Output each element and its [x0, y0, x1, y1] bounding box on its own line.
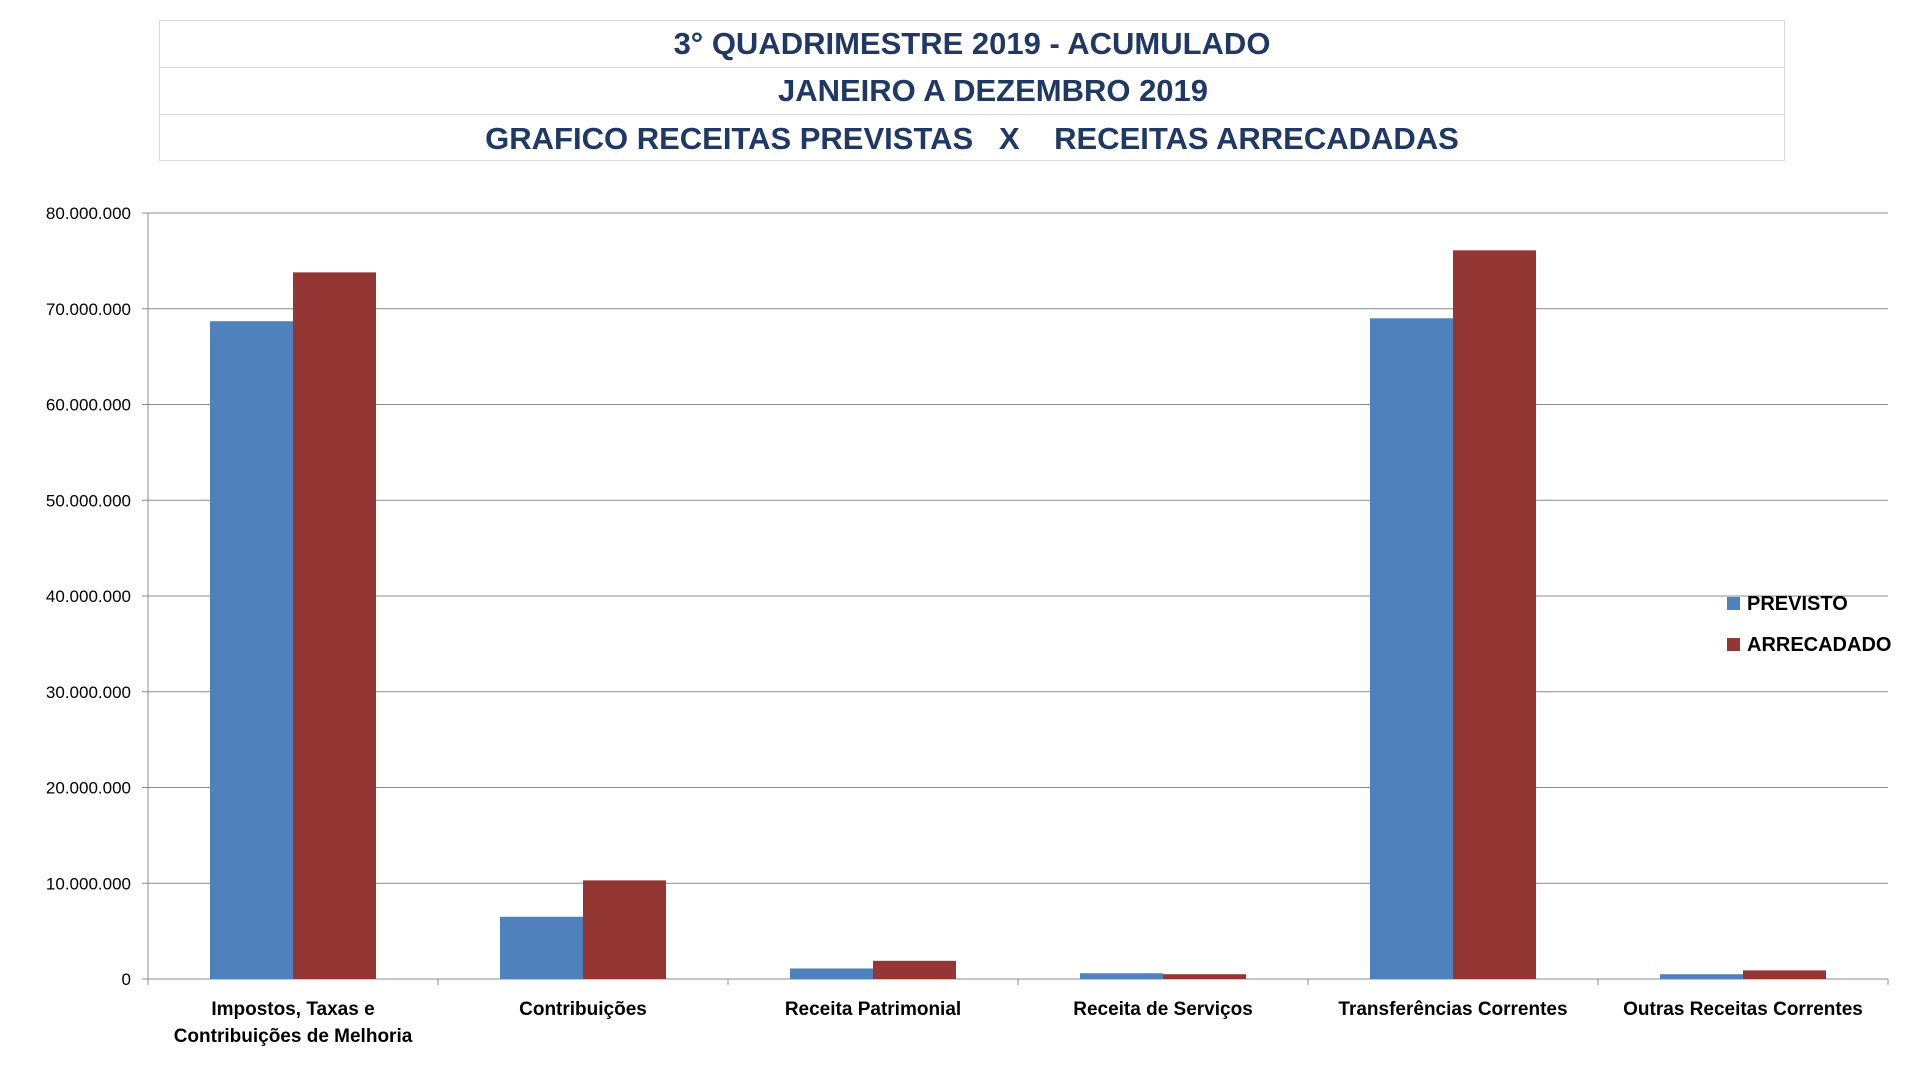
bar-previsto-2 — [790, 968, 873, 979]
title-line-3: GRAFICO RECEITAS PREVISTAS X RECEITAS AR… — [160, 115, 1784, 162]
legend-label-arrecadado: ARRECADADO — [1747, 634, 1891, 656]
title-text-1: 3° QUADRIMESTRE 2019 - ACUMULADO — [673, 26, 1271, 61]
bar-arrecadado-4 — [1453, 250, 1536, 979]
title-text-3: GRAFICO RECEITAS PREVISTAS X RECEITAS AR… — [485, 120, 1459, 156]
bar-arrecadado-3 — [1163, 974, 1246, 979]
bar-arrecadado-5 — [1743, 970, 1826, 979]
y-tick-label: 0 — [122, 970, 131, 989]
bar-previsto-5 — [1660, 974, 1743, 979]
legend-swatch-previsto — [1727, 597, 1740, 610]
bar-previsto-0 — [210, 321, 293, 979]
legend-swatch-arrecadado — [1727, 638, 1740, 651]
bar-previsto-4 — [1370, 318, 1453, 979]
y-tick-label: 60.000.000 — [46, 396, 131, 415]
y-tick-label: 20.000.000 — [46, 779, 131, 798]
y-tick-label: 50.000.000 — [46, 491, 131, 510]
title-line-1: 3° QUADRIMESTRE 2019 - ACUMULADO — [160, 21, 1784, 68]
title-box: 3° QUADRIMESTRE 2019 - ACUMULADO JANEIRO… — [159, 20, 1785, 161]
y-tick-label: 30.000.000 — [46, 683, 131, 702]
bar-arrecadado-1 — [583, 880, 666, 979]
bar-arrecadado-0 — [293, 272, 376, 979]
bar-arrecadado-2 — [873, 960, 956, 979]
x-tick-label: Impostos, Taxas e — [211, 999, 374, 1020]
x-tick-label: Contribuições de Melhoria — [174, 1026, 413, 1047]
x-tick-label: Outras Receitas Correntes — [1623, 999, 1863, 1020]
bar-previsto-3 — [1080, 973, 1163, 979]
bar-previsto-1 — [500, 916, 583, 979]
y-tick-label: 10.000.000 — [46, 874, 131, 893]
x-tick-label: Contribuições — [519, 999, 647, 1020]
x-tick-label: Transferências Correntes — [1338, 999, 1567, 1020]
title-line-2: JANEIRO A DEZEMBRO 2019 — [160, 68, 1784, 115]
x-tick-label: Receita de Serviços — [1073, 999, 1253, 1020]
title-text-2: JANEIRO A DEZEMBRO 2019 — [777, 73, 1209, 108]
legend-label-previsto: PREVISTO — [1747, 593, 1848, 615]
y-tick-label: 80.000.000 — [46, 204, 131, 223]
y-tick-label: 40.000.000 — [46, 587, 131, 606]
x-tick-label: Receita Patrimonial — [785, 999, 961, 1020]
y-tick-label: 70.000.000 — [46, 300, 131, 319]
